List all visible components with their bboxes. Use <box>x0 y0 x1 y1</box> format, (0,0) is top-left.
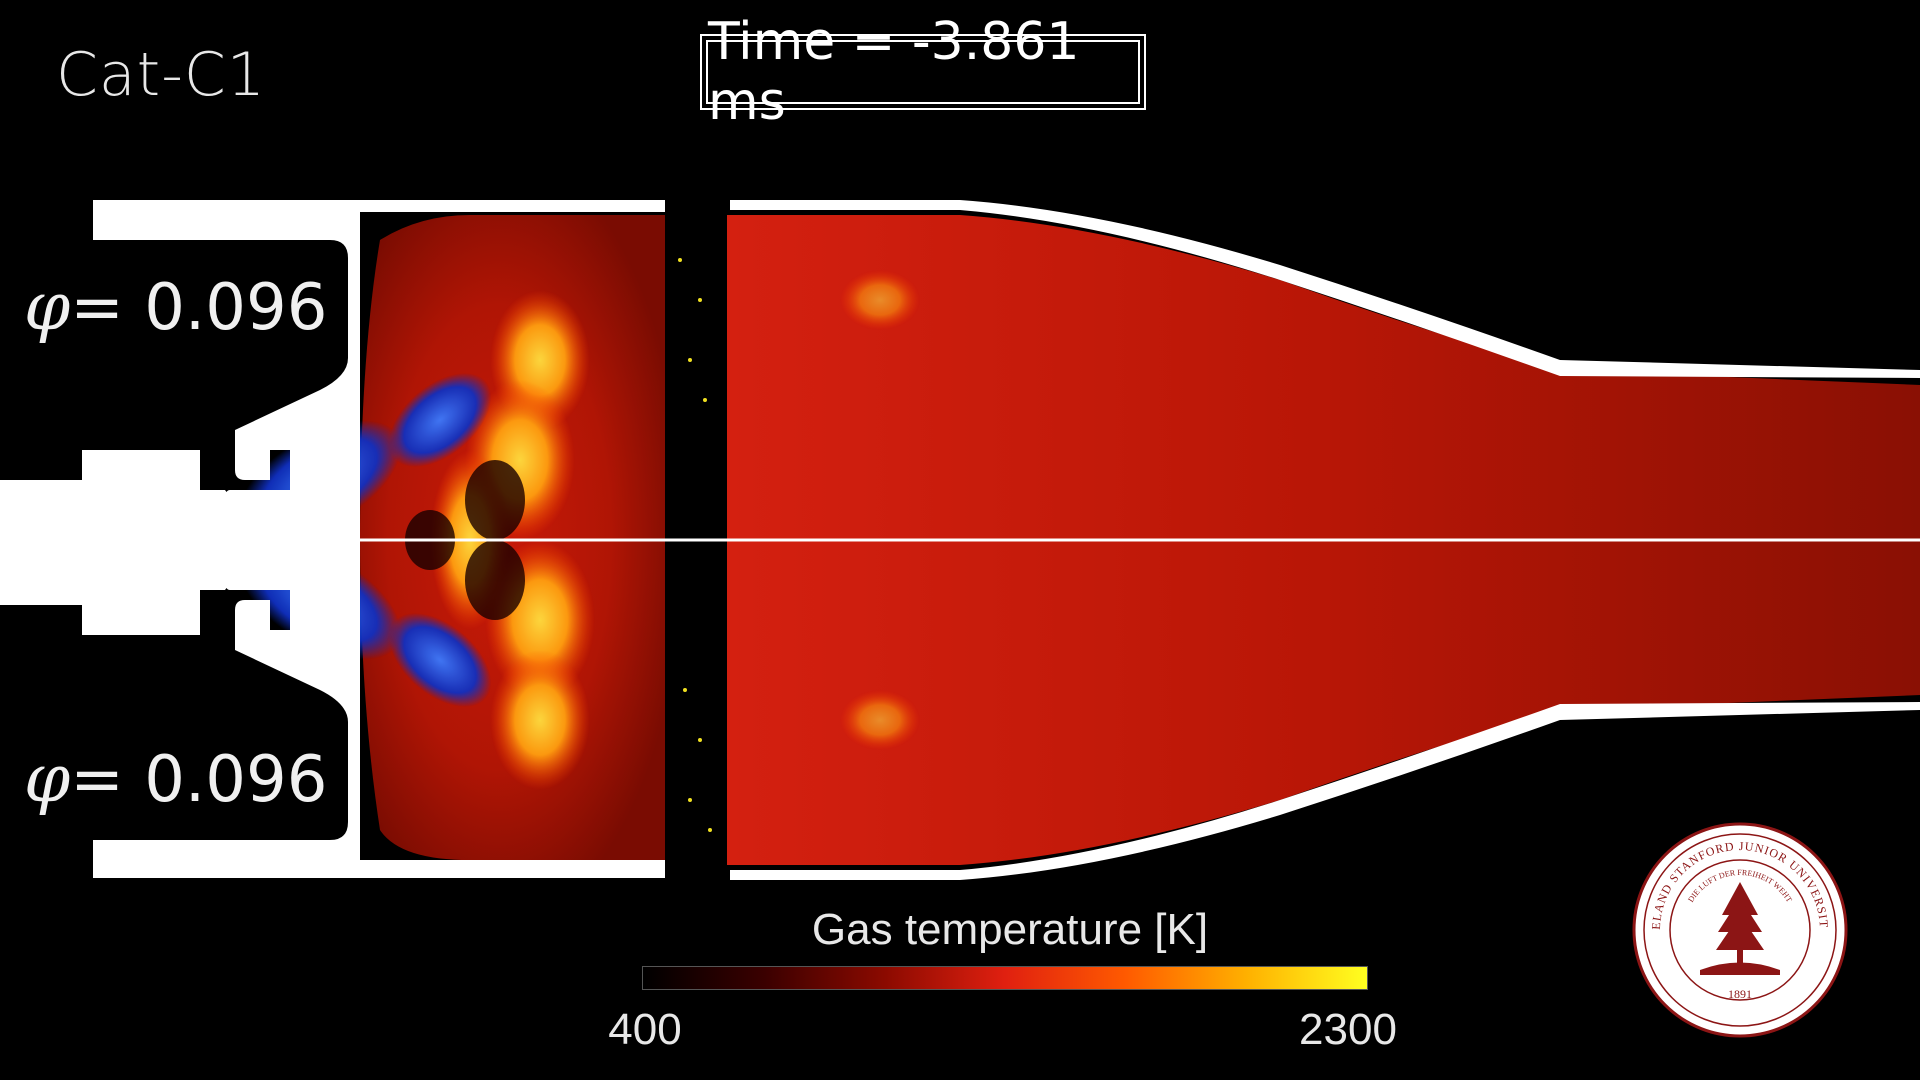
seal-year: 1891 <box>1728 987 1752 1001</box>
injector-nozzle <box>200 490 240 590</box>
colorbar-min-label: 400 <box>608 1005 682 1054</box>
redwood-tree-icon <box>1700 882 1780 975</box>
dilution-particles <box>678 258 712 832</box>
time-label: Time = -3.861 ms <box>706 12 1140 132</box>
phi-top-label: φ = 0.096 <box>24 268 327 345</box>
phi-bottom-value: = 0.096 <box>70 743 328 817</box>
university-seal: LELAND STANFORD JUNIOR UNIVERSITY DIE LU… <box>1630 820 1848 1038</box>
phi-top-value: = 0.096 <box>70 271 328 345</box>
colorbar-max-label: 2300 <box>1299 1005 1397 1054</box>
phi-bottom-label: φ = 0.096 <box>24 740 327 817</box>
phi-symbol: φ <box>24 740 71 817</box>
case-label: Cat-C1 <box>56 40 266 110</box>
colorbar-title: Gas temperature [K] <box>811 905 1209 954</box>
cold-pockets <box>405 460 525 620</box>
time-readout: Time = -3.861 ms <box>700 12 1146 132</box>
phi-symbol: φ <box>24 268 71 345</box>
colorbar <box>642 966 1368 990</box>
